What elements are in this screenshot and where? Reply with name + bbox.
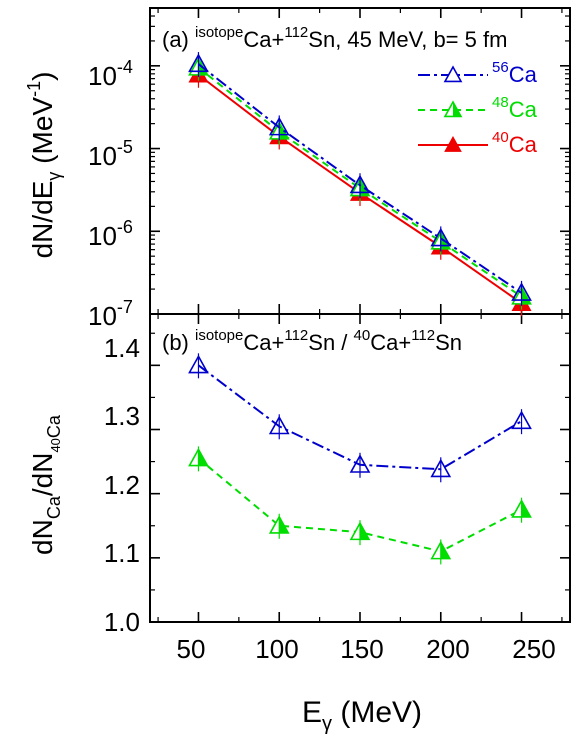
y-tick-label: 10-4 (88, 57, 133, 91)
panel-b-title: (b) isotopeCa+112Sn / 40Ca+112Sn (162, 327, 462, 355)
legend: 56Ca 48Ca 40Ca (418, 59, 538, 157)
x-tick-label: 150 (340, 634, 383, 664)
series-56ca (188, 52, 532, 306)
y-tick-label: 1.2 (104, 470, 140, 500)
legend-marker (443, 65, 463, 83)
marker-half-triangle-fill (360, 523, 369, 540)
panel-b-y-tick-labels: 1.0 1.1 1.2 1.3 1.4 (104, 333, 140, 637)
legend-label-48ca: 48Ca (492, 94, 538, 122)
x-tick-label: 250 (512, 634, 555, 664)
panel-a-y-tick-labels: 10-7 10-6 10-5 10-4 (88, 57, 133, 331)
marker-half-triangle-fill (360, 179, 369, 196)
y-tick-label: 10-5 (88, 137, 133, 171)
y-tick-label: 1.0 (104, 607, 140, 637)
panel-a-ticks (150, 7, 570, 315)
marker-half-triangle-fill (453, 102, 461, 117)
x-tick-label: 100 (255, 634, 298, 664)
y-tick-label: 1.1 (104, 538, 140, 568)
legend-marker (443, 100, 463, 118)
marker-open-triangle (443, 65, 463, 83)
panel-b-ticks (150, 314, 570, 623)
panel-a-series (188, 52, 532, 317)
y-tick-label: 1.4 (104, 333, 140, 363)
x-tick-label: 50 (177, 634, 206, 664)
panel-a-title: (a) isotopeCa+112Sn, 45 MeV, b= 5 fm (162, 24, 507, 52)
marker-half-triangle-fill (279, 516, 289, 533)
legend-marker (444, 135, 462, 152)
y-tick-label: 1.3 (104, 401, 140, 431)
x-tick-label: 200 (426, 634, 469, 664)
marker-half-triangle-fill (198, 449, 208, 466)
panel-a-y-axis-title: dN/dEγ (MeV-1) (24, 72, 64, 259)
marker-half-triangle-fill (521, 500, 531, 517)
marker-half-triangle-fill (440, 542, 450, 559)
y-tick-label: 10-6 (88, 217, 133, 251)
y-tick-label: 10-7 (88, 297, 133, 331)
legend-label-40ca: 40Ca (492, 129, 538, 157)
x-axis-title: Eγ (MeV) (302, 696, 422, 735)
panel-b-y-axis-title: dNCa/dN40Ca (27, 414, 64, 555)
marker-filled-triangle (444, 135, 462, 152)
panel-a-frame (149, 7, 571, 315)
panel-b-series (188, 353, 532, 565)
legend-label-56ca: 56Ca (492, 59, 538, 87)
x-tick-labels: 50 100 150 200 250 (177, 634, 556, 664)
series-48ca (188, 446, 532, 565)
series-56ca (188, 353, 532, 483)
